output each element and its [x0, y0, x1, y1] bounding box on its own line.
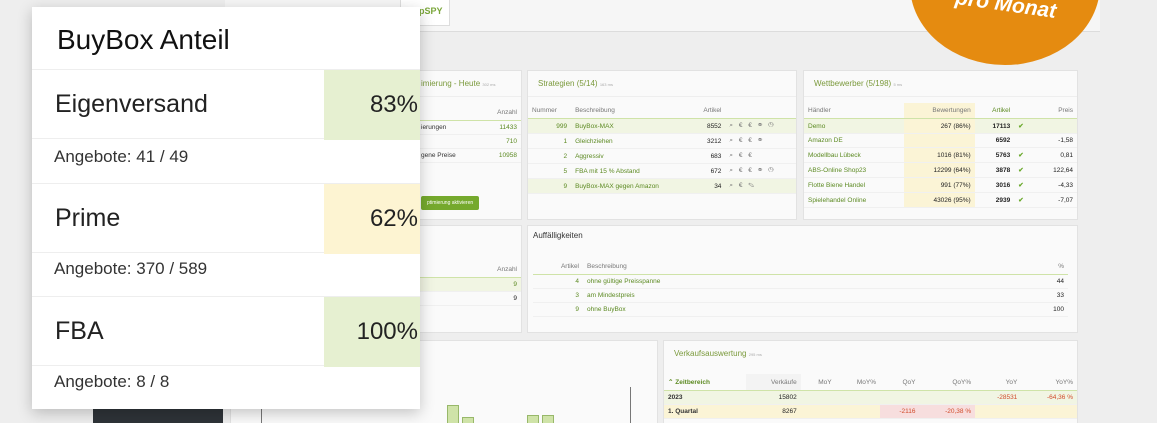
- check-icon: ✔: [1014, 177, 1035, 193]
- table-row: Demo 267 (86%) 17113 ✔: [804, 118, 1077, 134]
- competitors-title: Wettbewerber (5/198): [814, 79, 892, 88]
- offers-count: Angebote: 41 / 49: [54, 147, 189, 166]
- row-label: Eigenversand: [55, 90, 208, 118]
- sales-table: ⌃ Zeitbereich Verkäufe MoY MoY% QoY QoY%…: [664, 374, 1077, 419]
- anomalies-table: Artikel Beschreibung% 4 ohne gültige Preis…: [533, 259, 1068, 317]
- anomalies-panel: Auffälligkeiten Artikel Beschreibung% 4 oh…: [527, 225, 1078, 333]
- anomalies-title: Auffälligkeiten: [533, 231, 583, 240]
- competitors-table: Händler Bewertungen Artikel Preis Demo 267 (…: [804, 103, 1077, 208]
- row-action-icons[interactable]: ⌕ € € ☏ ◷: [725, 118, 796, 134]
- optimization-title: imierung - Heute: [421, 79, 481, 88]
- strategies-title: Strategien (5/14): [538, 79, 598, 88]
- buybox-row-fba: FBA 100%: [32, 296, 420, 367]
- strategies-table: Nummer Beschreibung Artikel 999 BuyBox-MAX 8…: [528, 103, 796, 194]
- check-icon: ✔: [1014, 162, 1035, 178]
- table-row: 9 ohne BuyBox 100: [533, 302, 1068, 317]
- row-percentage: 100%: [324, 297, 420, 367]
- table-row: 4 ohne gültige Preisspanne 44: [533, 274, 1068, 289]
- chart-bar: [542, 415, 554, 423]
- table-row: 2023 15802 -28531 -64,36 %: [664, 390, 1077, 405]
- row-percentage: 83%: [324, 70, 420, 140]
- check-icon: ✔: [1014, 118, 1035, 134]
- buybox-row-eigenversand: Eigenversand 83%: [32, 69, 420, 140]
- table-row: 2 Aggressiv 683 ⌕ € €: [528, 148, 796, 164]
- table-row: 9 BuyBox-MAX gegen Amazon 34 ⌕ € ✎: [528, 178, 796, 194]
- offers-count: Angebote: 370 / 589: [54, 259, 208, 278]
- table-row: Flotte Biene Handel 991 (77%) 3016 ✔ -4,33: [804, 177, 1077, 193]
- strategies-panel: Strategien (5/14) 163 ms Nummer Beschreib…: [527, 70, 797, 220]
- table-row: 5 FBA mit 15 % Abstand 672 ⌕ € € ☏ ◷: [528, 163, 796, 179]
- table-row: Amazon DE 6592 -1,58: [804, 133, 1077, 148]
- row-action-icons[interactable]: ⌕ € ✎: [725, 178, 796, 194]
- check-icon: ✔: [1014, 192, 1035, 208]
- buybox-share-card: BuyBox Anteil Eigenversand 83% Angebote:…: [32, 7, 420, 409]
- buybox-row-prime: Prime 62%: [32, 183, 420, 254]
- row-percentage: 62%: [324, 184, 420, 254]
- offers-count: Angebote: 8 / 8: [54, 372, 170, 391]
- table-row: 1. Quartal 8267 -2116 -20,38 %: [664, 404, 1077, 419]
- sales-panel: Verkaufsauswertung 295 ms ⌃ Zeitbereich …: [663, 340, 1078, 423]
- table-row: Modellbau Lübeck 1016 (81%) 5763 ✔ 0,81: [804, 147, 1077, 163]
- competitors-panel: Wettbewerber (5/198) 5 ms Händler Bewertu…: [803, 70, 1078, 220]
- chart-bar: [527, 415, 539, 423]
- row-action-icons[interactable]: ⌕ € €: [725, 148, 796, 164]
- table-row: 999 BuyBox-MAX 8552 ⌕ € € ☏ ◷: [528, 118, 796, 134]
- card-title: BuyBox Anteil: [57, 24, 230, 55]
- chart-bar: [447, 405, 459, 423]
- table-row: 1 Gleichziehen 3212 ⌕ € € ☏: [528, 133, 796, 149]
- row-label: Prime: [55, 204, 121, 232]
- row-action-icons[interactable]: ⌕ € € ☏ ◷: [725, 163, 796, 179]
- activate-optimization-button[interactable]: ptimierung aktivieren: [421, 196, 480, 210]
- sales-title: Verkaufsauswertung: [674, 349, 747, 358]
- chart-bar: [462, 417, 474, 423]
- table-row: 3 am Mindestpreis 33: [533, 288, 1068, 303]
- table-row: ABS-Online Shop23 12299 (64%) 3878 ✔ 122,64: [804, 162, 1077, 178]
- check-icon: ✔: [1014, 147, 1035, 163]
- row-action-icons[interactable]: ⌕ € € ☏: [725, 133, 796, 149]
- dark-block: [93, 408, 223, 423]
- row-label: FBA: [55, 317, 104, 345]
- table-row: Spielehandel Online 43026 (95%) 2939 ✔ -7,07: [804, 192, 1077, 208]
